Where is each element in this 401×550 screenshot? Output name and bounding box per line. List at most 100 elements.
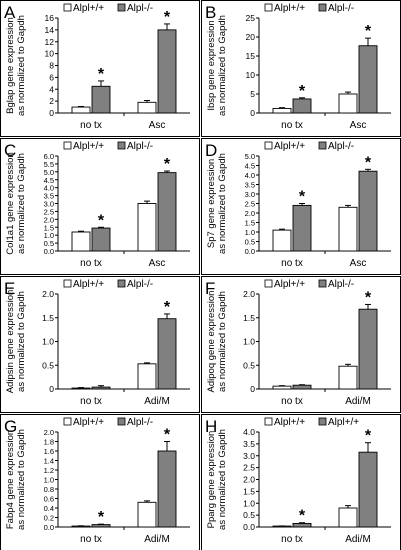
y-tick-label: 2.5: [44, 207, 54, 216]
significance-star: *: [299, 189, 306, 206]
legend-swatch: [117, 417, 126, 426]
bar: [272, 385, 292, 390]
bar: [137, 363, 157, 390]
y-tick-label: 1.5: [245, 219, 255, 228]
bar: [157, 450, 177, 528]
y-tick-label: 0.0: [243, 522, 255, 532]
significance-star: *: [365, 23, 372, 40]
legend-label: Alpl-/-: [127, 417, 153, 428]
significance-star: *: [365, 154, 372, 171]
y-tick-label: 0.2: [44, 514, 54, 523]
bar: [71, 387, 91, 390]
y-tick-label: 5.5: [44, 160, 54, 169]
bar: [71, 231, 91, 252]
bar: [358, 451, 378, 528]
panel-letter: H: [205, 417, 217, 436]
legend-swatch: [318, 417, 327, 426]
legend-swatch: [318, 279, 327, 288]
significance-star: *: [98, 66, 105, 83]
panel-letter: C: [4, 141, 16, 160]
legend-swatch: [63, 279, 72, 288]
y-tick-label: 2.0: [243, 289, 255, 299]
y-tick-label: 6: [49, 72, 54, 82]
y-tick-label: 4.5: [245, 162, 255, 171]
x-tick-label: Asc: [350, 120, 367, 131]
y-axis-label: Adipoq gene expression: [206, 291, 217, 393]
legend-label: Alpl+/+: [73, 279, 104, 290]
bar: [338, 93, 358, 114]
legend-swatch: [63, 3, 72, 12]
y-tick-label: 0: [49, 108, 54, 118]
y-tick-label: 1.5: [243, 313, 255, 323]
bar: [338, 507, 358, 528]
bar: [91, 227, 111, 252]
legend-label: Alpl+/+: [274, 3, 305, 14]
y-tick-label: 0.0: [44, 247, 54, 256]
y-axis-label: as normalized to Gapdh: [217, 15, 228, 116]
bar: [272, 229, 292, 252]
x-tick-label: no tx: [281, 120, 303, 131]
y-tick-label: 16: [45, 13, 55, 23]
legend-label: Alpl+/+: [73, 417, 104, 428]
bar: [157, 318, 177, 390]
y-tick-label: 6.0: [44, 152, 54, 161]
significance-star: *: [164, 156, 171, 173]
bar: [292, 204, 312, 252]
y-tick-label: 12: [45, 37, 55, 47]
y-tick-label: 3.0: [44, 200, 54, 209]
x-tick-label: Adi/M: [345, 534, 371, 545]
significance-star: *: [164, 299, 171, 316]
bar: [137, 203, 157, 252]
y-tick-label: 1.5: [243, 486, 255, 496]
significance-star: *: [98, 212, 105, 229]
legend-label: Alpl+/+: [73, 3, 104, 14]
bar: [91, 85, 111, 114]
y-axis-label: as normalized to Gapdh: [217, 153, 228, 254]
legend-label: Alpl+/+: [274, 279, 305, 290]
y-tick-label: 20: [246, 32, 256, 42]
bar: [358, 308, 378, 390]
y-tick-label: 0.5: [243, 360, 255, 370]
y-tick-label: 0.5: [42, 360, 54, 370]
legend-swatch: [264, 141, 273, 150]
y-axis-label: Sp7 gene expression: [206, 159, 217, 248]
legend-label: Alpl-/-: [127, 279, 153, 290]
y-tick-label: 4.0: [44, 184, 54, 193]
panel-letter: B: [205, 3, 216, 22]
y-tick-label: 3.5: [245, 181, 255, 190]
y-tick-label: 0.4: [44, 504, 54, 513]
y-tick-label: 5.0: [44, 168, 54, 177]
y-tick-label: 4.0: [245, 171, 255, 180]
y-tick-label: 1.0: [44, 476, 54, 485]
y-tick-label: 2.0: [245, 209, 255, 218]
legend-swatch: [318, 3, 327, 12]
bar: [91, 386, 111, 390]
y-tick-label: 3.0: [243, 451, 255, 461]
significance-star: *: [299, 83, 306, 100]
y-tick-label: 0: [250, 384, 255, 394]
legend-swatch: [264, 279, 273, 288]
x-tick-label: no tx: [281, 258, 303, 269]
y-tick-label: 4.5: [44, 176, 54, 185]
significance-star: *: [365, 428, 372, 445]
legend-label: Alpl-/-: [328, 141, 354, 152]
legend-swatch: [264, 417, 273, 426]
y-axis-label: as normalized to Gapdh: [217, 291, 228, 392]
bar: [338, 365, 358, 390]
y-tick-label: 2: [49, 96, 54, 106]
x-tick-label: Asc: [149, 258, 166, 269]
y-tick-label: 0.6: [44, 495, 54, 504]
legend-swatch: [117, 3, 126, 12]
legend-swatch: [117, 279, 126, 288]
panel-b: B Alpl+/+ Alpl-/- Ibsp gene expression as no…: [201, 0, 401, 137]
y-tick-label: 14: [45, 25, 55, 35]
y-tick-label: 0.0: [245, 247, 255, 256]
panel-a: A Alpl+/+ Alpl-/- Bglap gene expression as n…: [0, 0, 200, 137]
bar: [358, 170, 378, 252]
panel-h: H Alpl+/+ Alpl+/+ Pparg gene expression as n…: [201, 414, 401, 550]
y-tick-label: 1.0: [243, 498, 255, 508]
y-tick-label: 2.0: [243, 475, 255, 485]
bar: [157, 29, 177, 114]
